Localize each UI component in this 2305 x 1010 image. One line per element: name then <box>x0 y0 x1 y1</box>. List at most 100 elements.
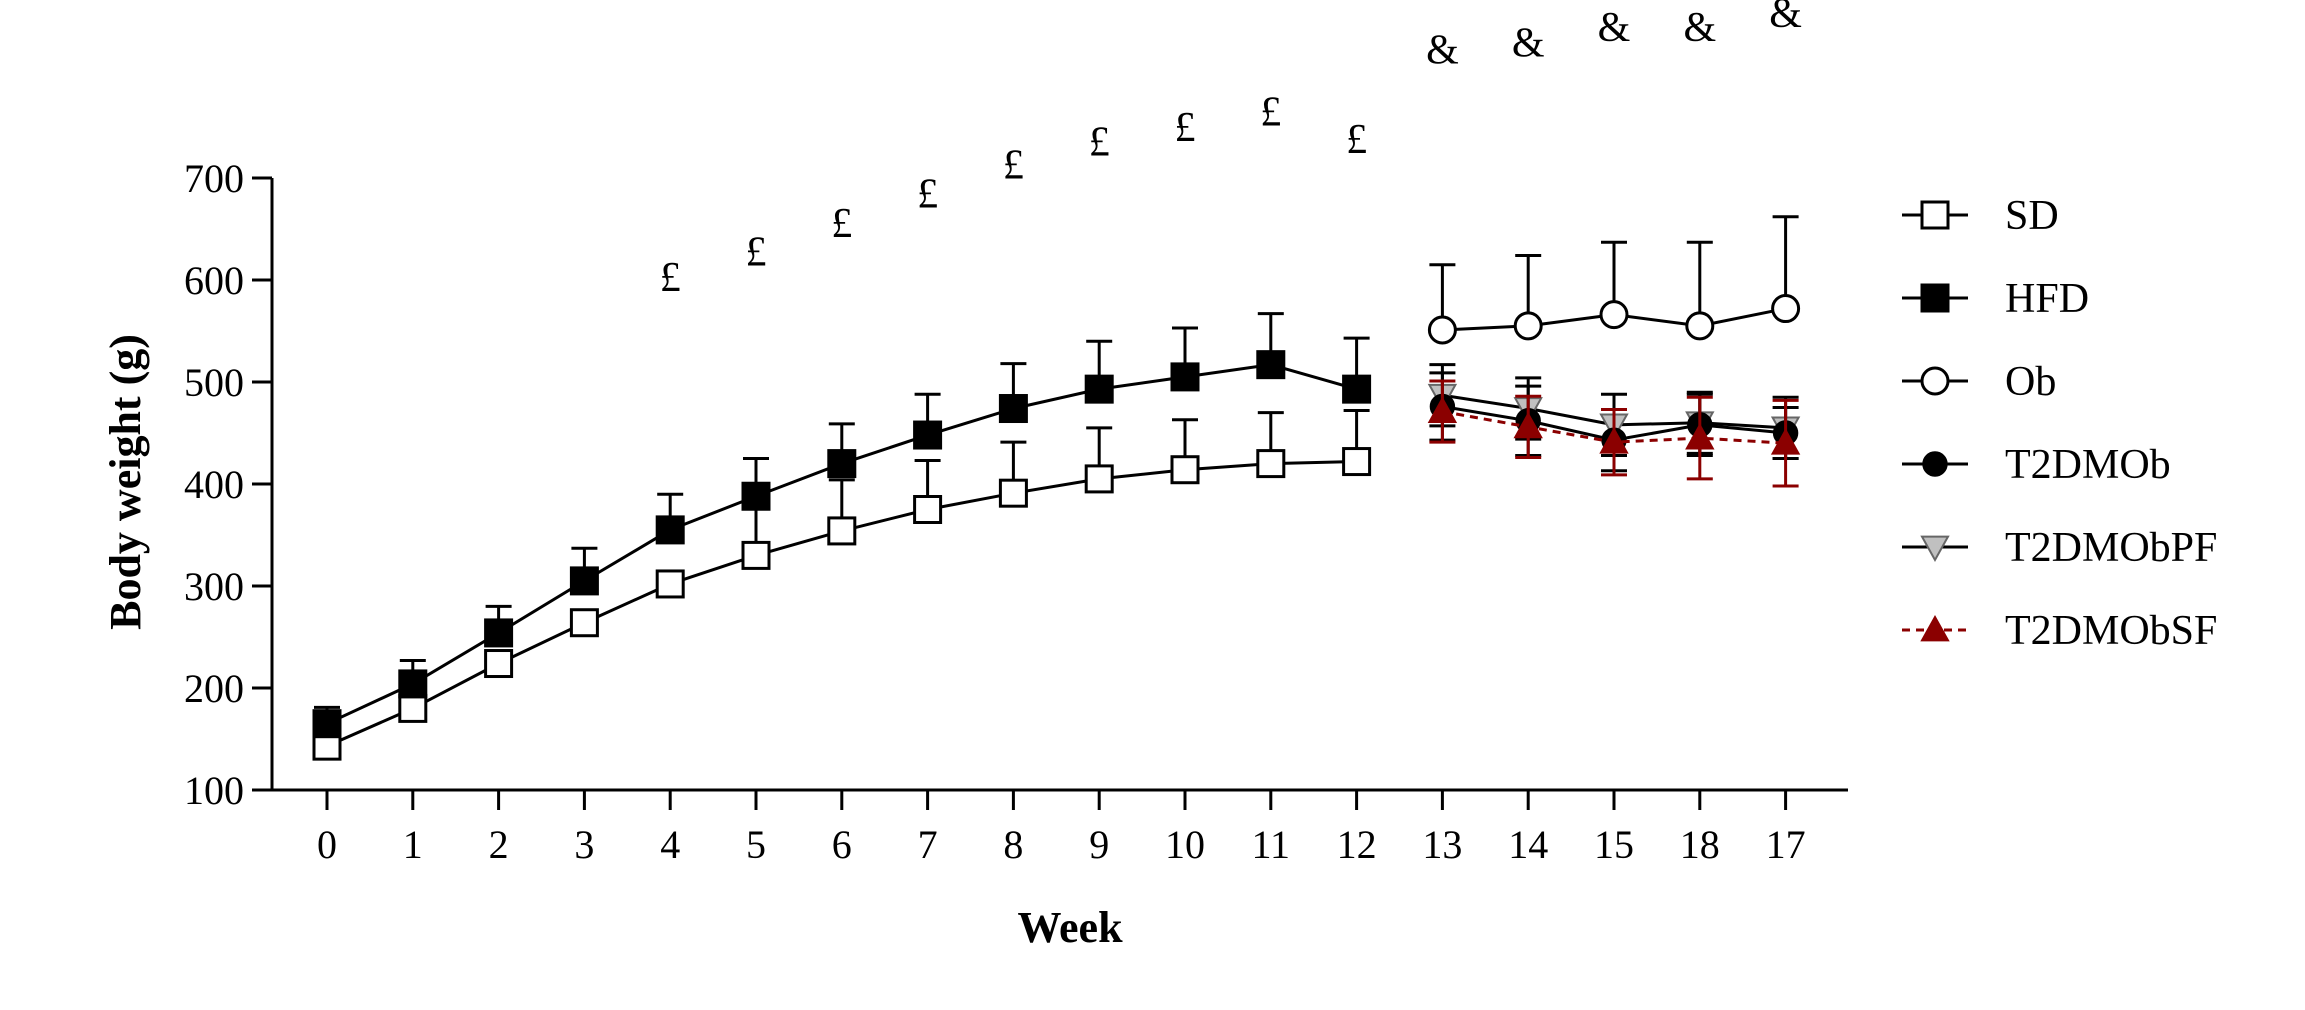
significance-mark: & <box>1769 0 1802 37</box>
series-layer <box>312 215 1801 761</box>
x-tick-label: 14 <box>1508 822 1548 867</box>
data-point <box>741 540 771 570</box>
data-point <box>741 481 771 511</box>
data-point <box>1256 449 1286 479</box>
data-point <box>1170 455 1200 485</box>
x-tick-label: 15 <box>1594 822 1634 867</box>
data-point <box>827 449 857 479</box>
legend: SD HFD Ob T2DMOb T2DMObPF T2DMObSF <box>1902 193 2217 654</box>
significance-mark: & <box>1512 20 1545 66</box>
significance-mark: £ <box>1346 117 1367 163</box>
data-point <box>1513 411 1543 439</box>
data-point <box>1256 350 1286 380</box>
legend-marker <box>1920 366 1950 396</box>
data-point <box>484 649 514 679</box>
significance-mark: £ <box>1175 105 1196 151</box>
y-tick-label: 700 <box>184 156 244 201</box>
series-ob <box>1427 215 1801 345</box>
legend-item-ob: Ob <box>1902 359 2056 405</box>
x-tick-label: 7 <box>918 822 938 867</box>
data-point <box>1342 447 1372 477</box>
data-point <box>1599 300 1629 330</box>
data-point <box>1427 396 1458 423</box>
y-tick-label: 100 <box>184 768 244 813</box>
significance-annotations: £ £ £ £ £ £ £ £ £ & & & & & <box>660 0 1802 301</box>
x-tick-label: 2 <box>489 822 509 867</box>
data-point <box>1342 374 1372 404</box>
data-point <box>398 693 428 723</box>
data-point <box>1427 315 1457 345</box>
data-point <box>398 669 428 699</box>
data-point <box>312 709 342 739</box>
data-point <box>1084 464 1114 494</box>
data-point <box>1513 311 1543 341</box>
series-hfd <box>312 312 1372 739</box>
x-tick-label: 13 <box>1422 822 1462 867</box>
data-point <box>484 618 514 648</box>
y-axis-title: Body weight (g) <box>101 334 150 630</box>
legend-label: T2DMObSF <box>2005 608 2217 654</box>
data-point <box>1084 374 1114 404</box>
legend-item-t2dmobsf: T2DMObSF <box>1902 608 2217 654</box>
data-point <box>998 478 1028 508</box>
legend-item-t2dmob: T2DMOb <box>1902 442 2171 488</box>
x-tick-label: 10 <box>1165 822 1205 867</box>
legend-label: T2DMOb <box>2005 442 2171 488</box>
x-tick-label: 6 <box>832 822 852 867</box>
data-point <box>569 566 599 596</box>
legend-marker <box>1920 283 1950 313</box>
data-point <box>1771 294 1801 324</box>
legend-item-sd: SD <box>1902 193 2059 239</box>
significance-mark: £ <box>1003 143 1024 189</box>
x-tick-label: 3 <box>574 822 594 867</box>
significance-mark: & <box>1683 5 1716 51</box>
y-tick-label: 200 <box>184 666 244 711</box>
data-point <box>827 516 857 546</box>
x-tick-label: 17 <box>1766 822 1806 867</box>
data-point <box>1685 311 1715 341</box>
x-tick-label: 1 <box>403 822 423 867</box>
legend-marker <box>1922 451 1948 477</box>
data-point <box>913 420 943 450</box>
series-t2dmobsf <box>1427 379 1801 488</box>
data-point <box>569 608 599 638</box>
legend-marker <box>1920 535 1950 563</box>
significance-mark: & <box>1426 27 1459 73</box>
data-point <box>655 569 685 599</box>
significance-mark: £ <box>1089 119 1110 165</box>
significance-mark: £ <box>831 201 852 247</box>
significance-mark: & <box>1598 5 1631 51</box>
x-tick-label: 4 <box>660 822 680 867</box>
x-tick-label: 9 <box>1089 822 1109 867</box>
data-point <box>1685 423 1715 450</box>
legend-label: SD <box>2005 193 2059 239</box>
x-tick-label: 5 <box>746 822 766 867</box>
y-tick-label: 500 <box>184 360 244 405</box>
data-point <box>655 515 685 545</box>
legend-marker <box>1920 614 1950 642</box>
data-point <box>998 394 1028 424</box>
y-tick-label: 600 <box>184 258 244 303</box>
y-tick-label: 300 <box>184 564 244 609</box>
legend-label: Ob <box>2005 359 2056 405</box>
y-tick-label: 400 <box>184 462 244 507</box>
x-tick-label: 18 <box>1680 822 1720 867</box>
data-point <box>1599 427 1629 454</box>
significance-mark: £ <box>917 171 938 217</box>
x-tick-label: 0 <box>317 822 337 867</box>
legend-item-hfd: HFD <box>1902 276 2089 322</box>
x-tick-label: 12 <box>1337 822 1377 867</box>
series-sd <box>312 409 1372 761</box>
legend-marker <box>1920 200 1950 230</box>
x-tick-label: 11 <box>1252 822 1291 867</box>
data-point <box>913 495 943 524</box>
x-axis-title: Week <box>1017 903 1123 952</box>
data-point <box>1770 428 1801 455</box>
data-point <box>1170 362 1200 392</box>
significance-mark: £ <box>660 255 681 301</box>
significance-mark: £ <box>1260 90 1281 136</box>
x-tick-label: 8 <box>1003 822 1023 867</box>
legend-label: T2DMObPF <box>2005 525 2217 571</box>
